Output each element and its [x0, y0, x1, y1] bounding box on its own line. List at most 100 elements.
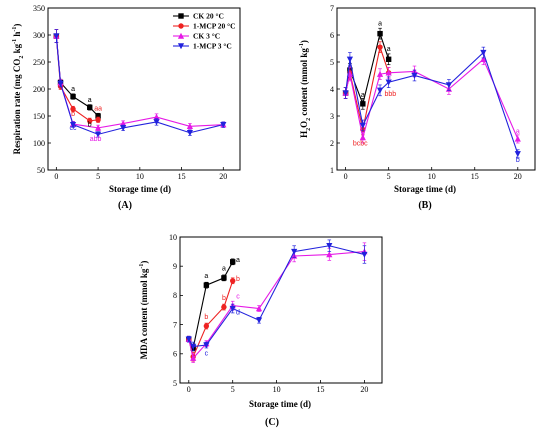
- y-tick-label: 7: [330, 4, 334, 13]
- data-point: [203, 342, 210, 349]
- data-point: [514, 151, 521, 158]
- significance-letter: a: [222, 266, 226, 273]
- data-point: [57, 80, 64, 87]
- data-point: [53, 33, 60, 40]
- data-point: [445, 82, 453, 89]
- data-point: [229, 259, 236, 265]
- significance-letter: a: [361, 92, 365, 99]
- data-point: [220, 121, 227, 128]
- x-tick-label: 10: [273, 385, 281, 394]
- significance-letter: b: [204, 314, 208, 321]
- data-point: [342, 90, 349, 97]
- data-point: [385, 79, 392, 86]
- data-point: [94, 131, 102, 138]
- significance-letter: a: [71, 86, 75, 93]
- x-tick-label: 0: [54, 172, 58, 181]
- series-4: [53, 29, 227, 138]
- data-point: [95, 113, 101, 119]
- series-line: [188, 261, 234, 350]
- data-point: [203, 282, 210, 288]
- data-point: [326, 251, 333, 258]
- data-point: [376, 70, 384, 77]
- x-axis-label: Storage time (d): [109, 184, 171, 194]
- x-tick-label: 10: [136, 172, 144, 181]
- data-point: [377, 30, 383, 37]
- x-tick-label: 5: [387, 172, 391, 181]
- significance-letter: a: [204, 273, 208, 280]
- data-point: [346, 56, 354, 63]
- data-point: [120, 125, 127, 132]
- y-tick-label: 100: [33, 139, 45, 148]
- data-point: [255, 305, 263, 312]
- series-line: [188, 251, 365, 360]
- y-tick-label: 3: [330, 112, 334, 121]
- data-point: [229, 305, 236, 312]
- significance-letter: b: [516, 157, 520, 164]
- legend-entry: CK 20 °C: [193, 12, 224, 21]
- data-point: [186, 122, 194, 129]
- x-tick-label: 0: [344, 172, 348, 181]
- data-point: [70, 106, 76, 112]
- data-point: [87, 104, 93, 111]
- legend: CK 20 °C1-MCP 20 °CCK 3 °C1-MCP 3 °C: [173, 12, 236, 51]
- significance-letter: b: [88, 121, 92, 128]
- y-tick-label: 150: [33, 112, 45, 121]
- y-axis-label: H2O2 content (mmol kg-1): [299, 40, 312, 138]
- x-axis-label: Storage time (d): [249, 399, 311, 409]
- significance-letter: bbb: [385, 91, 397, 98]
- data-point: [94, 124, 102, 131]
- significance-letter: a: [88, 97, 92, 104]
- data-point: [480, 56, 487, 62]
- y-tick-label: 8: [173, 291, 177, 300]
- y-tick-label: 2: [330, 139, 334, 148]
- y-tick-label: 250: [33, 58, 45, 67]
- data-point: [221, 275, 227, 281]
- x-tick-label: 20: [360, 385, 368, 394]
- data-point: [360, 101, 366, 107]
- x-tick-label: 15: [317, 385, 325, 394]
- data-point: [377, 44, 383, 50]
- y-tick-label: 6: [173, 350, 177, 359]
- legend-entry: CK 3 °C: [193, 32, 220, 41]
- panel-label: (C): [265, 417, 279, 428]
- y-axis-label: MDA content (mmol kg-1): [139, 261, 149, 360]
- significance-letter: d: [236, 309, 240, 316]
- panel-label: (A): [118, 200, 132, 211]
- y-tick-label: 10: [169, 233, 177, 242]
- series-3: [185, 242, 368, 363]
- y-tick-label: 4: [330, 85, 334, 94]
- data-point: [480, 49, 487, 56]
- x-tick-label: 20: [514, 172, 522, 181]
- series-line: [55, 36, 224, 135]
- legend-entry: 1-MCP 20 °C: [193, 22, 236, 31]
- data-point: [221, 304, 227, 310]
- x-tick-label: 15: [471, 172, 479, 181]
- y-axis-label: Respiration rate (mg CO2 kg-1 h-1): [12, 24, 25, 155]
- significance-letter: a: [236, 257, 240, 264]
- y-tick-label: 9: [173, 262, 177, 271]
- significance-letter: c: [236, 293, 240, 300]
- data-point: [153, 119, 160, 126]
- legend-swatch-marker: [178, 23, 184, 29]
- y-tick-label: 7: [173, 320, 177, 329]
- data-point: [514, 135, 521, 142]
- y-tick-label: 1: [330, 166, 334, 175]
- x-tick-label: 20: [219, 172, 227, 181]
- significance-letter: a: [516, 129, 520, 136]
- data-point: [361, 251, 368, 258]
- y-tick-label: 50: [37, 166, 45, 175]
- data-point: [185, 336, 192, 343]
- significance-letter: b: [222, 295, 226, 302]
- y-tick-label: 200: [33, 85, 45, 94]
- series-line: [345, 58, 519, 140]
- data-point: [376, 87, 384, 94]
- data-point: [411, 72, 418, 79]
- x-tick-label: 5: [96, 172, 100, 181]
- chart-panel-1: 0 5 10 15 20 50 100 150 200 250 300 350 Storage time…: [12, 4, 241, 211]
- legend-entry: 1-MCP 3 °C: [193, 42, 232, 51]
- significance-letter: c: [205, 350, 209, 357]
- data-point: [385, 69, 392, 76]
- series-line: [188, 245, 365, 348]
- chart-panel-2: 0 5 10 15 20 1 2 3 4 5 6 7 Storage time (d) H2O2 cont…: [299, 4, 536, 211]
- y-tick-label: 300: [33, 31, 45, 40]
